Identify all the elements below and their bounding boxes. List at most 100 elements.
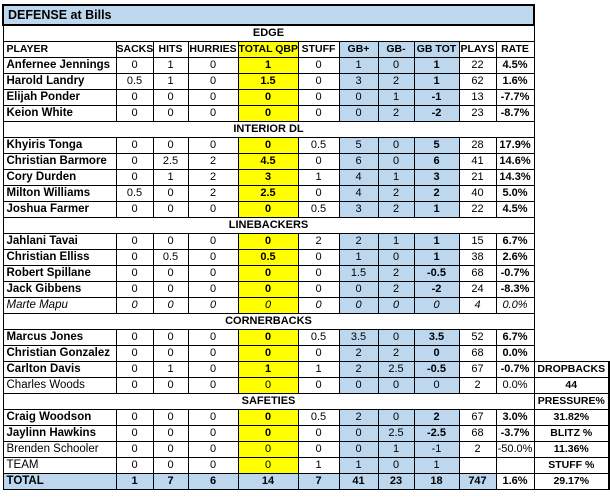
- column-header-stuff: STUFF: [297, 40, 340, 58]
- stat-cell: 0: [187, 344, 239, 362]
- column-header-row: PLAYER SACKS HITS HURRIES TOTAL QBP STUFF GB+ G…: [2, 40, 610, 58]
- player-name-cell: Keion White: [2, 104, 117, 122]
- stat-cell: 1: [413, 72, 460, 90]
- stat-cell: 0: [152, 440, 189, 458]
- stat-cell: 1: [152, 72, 189, 90]
- total-stat-cell: 23: [377, 472, 415, 490]
- stat-cell: 0: [187, 456, 239, 474]
- pressure-pct-label: PRESSURE%: [533, 392, 610, 410]
- stat-cell: 0: [237, 264, 299, 282]
- stat-cell: 1: [152, 168, 189, 186]
- stat-cell: 0: [377, 328, 415, 346]
- stat-cell: 0: [237, 408, 299, 426]
- player-name-cell: Jack Gibbens: [2, 280, 117, 298]
- stat-cell: 68: [458, 264, 497, 282]
- stat-cell: 4: [338, 184, 379, 202]
- stat-cell: [458, 456, 497, 474]
- player-row: Khyiris Tonga 0 0 0 0 0.5 5 0 5 28 17.9%: [2, 136, 610, 154]
- stat-cell: 0: [237, 328, 299, 346]
- stat-cell: 0: [237, 136, 299, 154]
- stat-cell: 0: [413, 296, 460, 314]
- stat-cell: 2: [187, 152, 239, 170]
- stat-cell: 1: [413, 200, 460, 218]
- stat-cell: 0: [152, 296, 189, 314]
- stat-cell: 1: [297, 360, 340, 378]
- player-row: Brenden Schooler 0 0 0 0 0 0 1 -1 2 -50.0% 11.36%: [2, 440, 610, 458]
- empty-area: [534, 329, 610, 345]
- stat-cell: 0: [237, 232, 299, 250]
- total-row: TOTAL 1 7 6 14 7 41 23 18 747 1.6% 29.17%: [2, 472, 610, 490]
- stat-cell: 4.5: [237, 152, 299, 170]
- stat-cell: 0: [338, 296, 379, 314]
- player-name-cell: Jaylinn Hawkins: [2, 424, 117, 442]
- column-header-hits: HITS: [152, 40, 189, 58]
- stat-cell: 0.5: [297, 200, 340, 218]
- player-name-cell: Joshua Farmer: [2, 200, 117, 218]
- empty-area: [534, 41, 610, 57]
- stat-cell: 0: [152, 328, 189, 346]
- stat-cell: 3.0%: [495, 408, 535, 426]
- player-row: Anfernee Jennings 0 1 0 1 0 1 0 1 22 4.5%: [2, 56, 610, 74]
- stat-cell: 0: [187, 88, 239, 106]
- pressure-pct-value: 31.82%: [533, 408, 610, 426]
- stat-cell: 0: [115, 232, 154, 250]
- empty-area: [534, 89, 610, 105]
- stat-cell: 0.0%: [495, 296, 535, 314]
- stat-cell: 0: [377, 408, 415, 426]
- player-name-cell: Brenden Schooler: [2, 440, 117, 458]
- empty-area: [534, 217, 610, 233]
- stat-cell: 1: [152, 56, 189, 74]
- section-header-safeties: SAFETIES: [2, 392, 535, 410]
- empty-area: [534, 57, 610, 73]
- empty-area: [534, 265, 610, 281]
- total-label: TOTAL: [2, 472, 117, 490]
- stat-cell: 0: [297, 248, 340, 266]
- player-name-cell: Elijah Ponder: [2, 88, 117, 106]
- stat-cell: 0.5: [297, 408, 340, 426]
- column-header-total-qbp: TOTAL QBP: [237, 40, 299, 58]
- stat-cell: 0: [297, 296, 340, 314]
- stat-cell: 1: [297, 168, 340, 186]
- stat-cell: 2: [377, 104, 415, 122]
- stat-cell: 2.5: [152, 152, 189, 170]
- stat-cell: 2.6%: [495, 248, 535, 266]
- stat-cell: 0: [187, 408, 239, 426]
- player-name-cell: Christian Gonzalez: [2, 344, 117, 362]
- stat-cell: 1: [413, 456, 460, 474]
- stat-cell: 0: [187, 104, 239, 122]
- stat-cell: -0.5: [413, 360, 460, 378]
- stat-cell: 0: [152, 376, 189, 394]
- stat-cell: -8.7%: [495, 104, 535, 122]
- player-name-cell: Marcus Jones: [2, 328, 117, 346]
- stat-cell: 5: [413, 136, 460, 154]
- stat-cell: 67: [458, 360, 497, 378]
- stat-cell: -3.7%: [495, 424, 535, 442]
- blitz-pct-value: 11.36%: [533, 440, 610, 458]
- stat-cell: 0: [152, 264, 189, 282]
- column-header-sacks: SACKS: [115, 40, 154, 58]
- player-row: Christian Gonzalez 0 0 0 0 0 2 2 0 68 0.0%: [2, 344, 610, 362]
- section-row: EDGE: [2, 24, 610, 42]
- stat-cell: 3.5: [338, 328, 379, 346]
- stat-cell: 2: [377, 280, 415, 298]
- stat-cell: 41: [458, 152, 497, 170]
- player-row: Cory Durden 0 1 2 3 1 4 1 3 21 14.3%: [2, 168, 610, 186]
- stat-cell: 21: [458, 168, 497, 186]
- stat-cell: 0: [338, 376, 379, 394]
- stat-cell: 0: [187, 328, 239, 346]
- column-header-gb-: GB-: [377, 40, 415, 58]
- stat-cell: 2: [338, 232, 379, 250]
- section-row: LINEBACKERS: [2, 216, 610, 234]
- stat-cell: 2: [413, 184, 460, 202]
- stat-cell: 2: [187, 184, 239, 202]
- player-name-cell: Marte Mapu: [2, 296, 117, 314]
- stat-cell: 0.5: [237, 248, 299, 266]
- stat-cell: 1: [338, 248, 379, 266]
- stat-cell: 0: [152, 232, 189, 250]
- player-name-cell: Charles Woods: [2, 376, 117, 394]
- total-stat-cell: 6: [187, 472, 239, 490]
- empty-area: [534, 249, 610, 265]
- defense-stats-table: DEFENSE at Bills EDGE PLAYER SACKS HITS HURR…: [1, 4, 610, 490]
- stat-cell: 2: [377, 184, 415, 202]
- stat-cell: 0: [237, 88, 299, 106]
